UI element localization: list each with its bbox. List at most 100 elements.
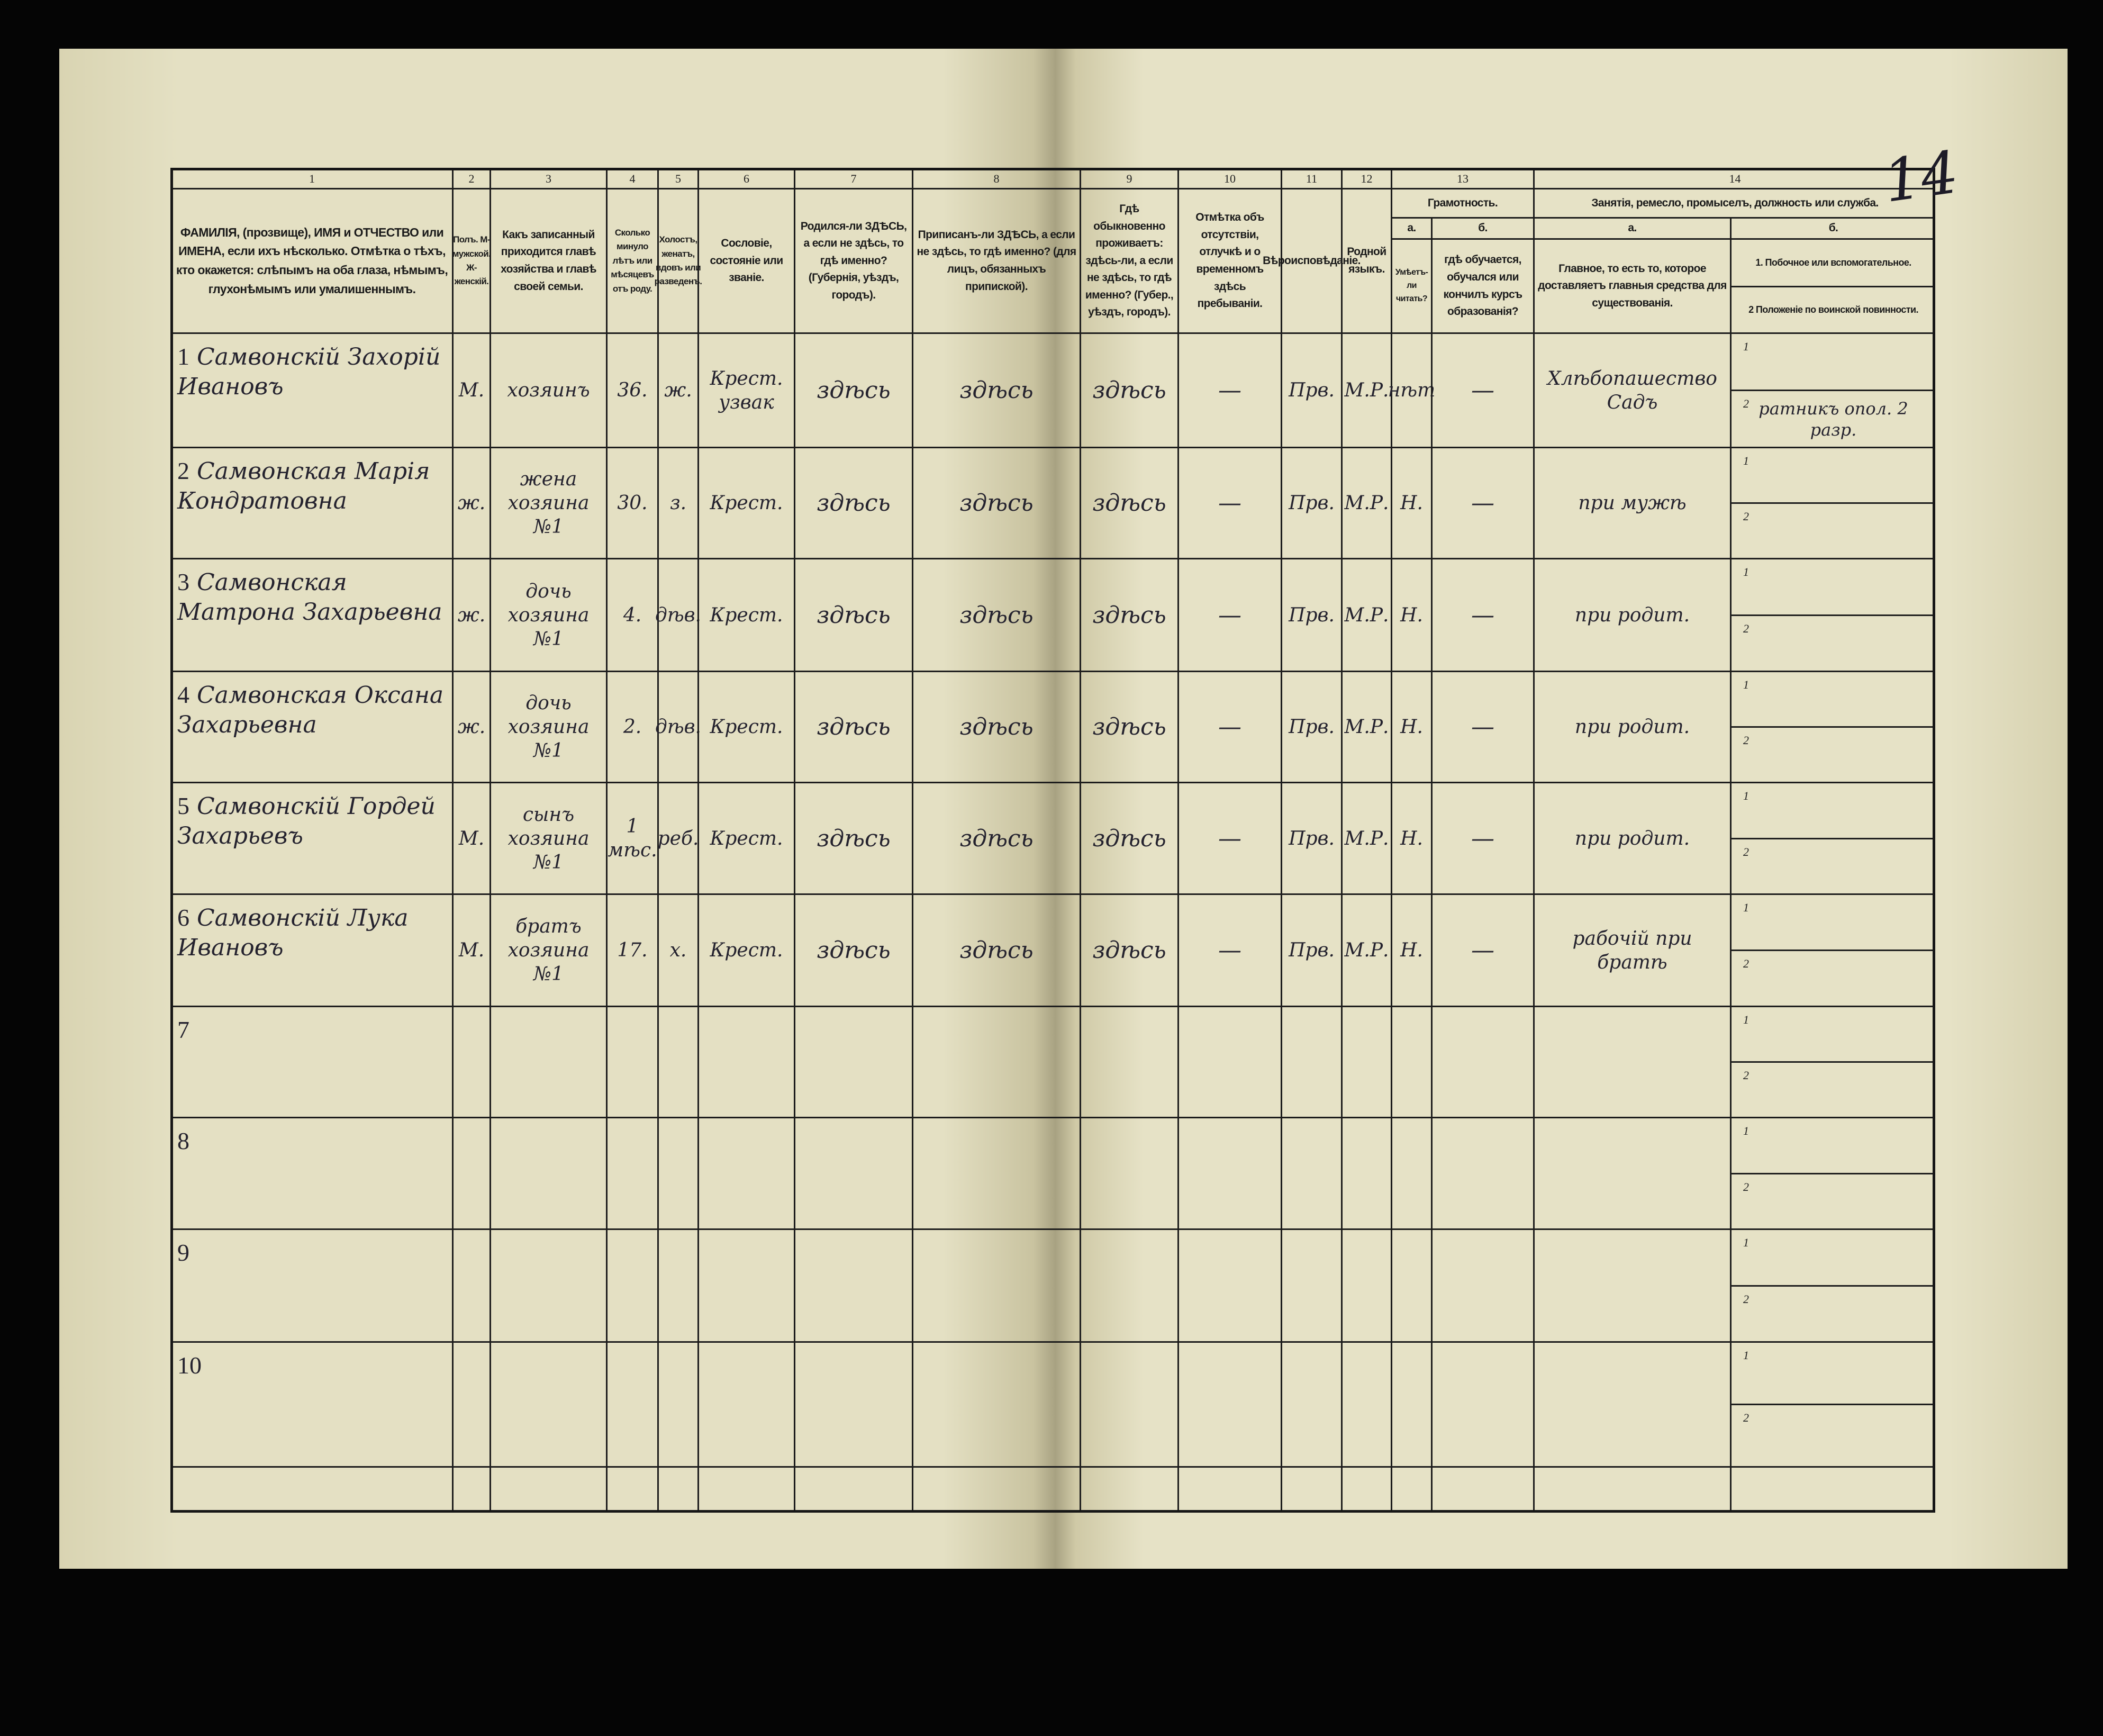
cell-relation: дочь хозяина №1	[490, 558, 606, 671]
blank-cell	[452, 1466, 490, 1513]
cell-reads: нѣт	[1388, 332, 1435, 447]
column-header: Полъ. М-мужской. Ж-женскій.	[452, 188, 491, 332]
occupation-b-label: б.	[1730, 217, 1935, 238]
cell-religion: Прв.	[1281, 782, 1341, 893]
cell-relation	[490, 1341, 606, 1466]
blank-cell	[657, 1466, 697, 1513]
cell-estate: Крест. узвак	[697, 332, 794, 447]
cell-born	[794, 1006, 912, 1117]
column-number: 14	[1533, 168, 1935, 188]
sub-row-label: 1	[1743, 565, 1749, 578]
cell-language: М.Р.	[1341, 671, 1391, 782]
cell-registered	[912, 1006, 1080, 1117]
cell-name: 5 Самвонскій Гордей Захарьевъ	[170, 782, 452, 893]
blank-cell	[794, 1466, 912, 1513]
cell-relation: жена хозяина №1	[490, 447, 606, 558]
person-name: Самвонская Оксана Захарьевна	[177, 682, 444, 738]
sub-row-label: 1	[1743, 340, 1749, 353]
cell-absence	[1177, 1341, 1281, 1466]
column-number: 6	[697, 168, 794, 188]
cell-born	[794, 1228, 912, 1341]
blank-cell	[170, 1466, 452, 1513]
column-number: 5	[657, 168, 697, 188]
handwritten-page-number: 14	[1879, 138, 1963, 216]
cell-absence: —	[1177, 332, 1281, 447]
cell-occ-b2: 2	[1730, 1285, 1935, 1341]
cell-education	[1431, 1117, 1533, 1228]
cell-education: —	[1431, 558, 1533, 671]
cell-age	[606, 1117, 657, 1228]
cell-language	[1341, 1117, 1391, 1228]
row-number: 6	[177, 904, 189, 931]
column-number: 10	[1177, 168, 1281, 188]
column-header: Родной языкъ.	[1341, 188, 1391, 332]
blank-cell	[1391, 1466, 1431, 1513]
cell-education	[1431, 1228, 1533, 1341]
cell-occ-b2: 2	[1730, 502, 1935, 558]
blank-cell	[1431, 1466, 1533, 1513]
cell-sex: М.	[452, 332, 490, 447]
cell-name: 9	[170, 1228, 452, 1341]
cell-age: 30.	[606, 447, 657, 558]
cell-occupation: Хлѣбопашество Садъ	[1533, 332, 1730, 447]
cell-language: М.Р.	[1341, 558, 1391, 671]
cell-age: 4.	[606, 558, 657, 671]
cell-occupation	[1533, 1341, 1730, 1466]
cell-occ-b1: 1	[1730, 332, 1935, 390]
column-header: ФАМИЛІЯ, (прозвище), ИМЯ и ОТЧЕСТВО или …	[170, 188, 452, 332]
cell-religion	[1281, 1006, 1341, 1117]
cell-registered	[912, 1117, 1080, 1228]
cell-relation: хозяинъ	[490, 332, 606, 447]
cell-born: здѣсь	[794, 671, 912, 782]
column-number: 7	[794, 168, 912, 188]
cell-language: М.Р.	[1341, 332, 1391, 447]
sub-row-label: 1	[1743, 1349, 1749, 1362]
blank-cell	[490, 1466, 606, 1513]
sub-row-label: 2	[1743, 1292, 1749, 1306]
literacy-a-header: Умѣетъ-ли читать?	[1391, 238, 1431, 332]
cell-education: —	[1431, 332, 1533, 447]
sub-row-label: 1	[1743, 454, 1749, 467]
cell-occ-b2: 2	[1730, 950, 1935, 1006]
cell-occ-b2: 2 ратникъ опол. 2 разр.	[1730, 390, 1935, 447]
cell-estate	[697, 1341, 794, 1466]
cell-relation	[490, 1228, 606, 1341]
occupation-b1-header: 1. Побочное или вспомогательное.	[1730, 238, 1935, 286]
cell-occ-b1: 1	[1730, 1228, 1935, 1285]
cell-estate	[697, 1006, 794, 1117]
occupation-a-label: а.	[1533, 217, 1730, 238]
cell-registered	[912, 1341, 1080, 1466]
blank-cell	[1177, 1466, 1281, 1513]
cell-reads: Н.	[1391, 671, 1431, 782]
row-number: 10	[177, 1352, 202, 1379]
sub-row-label: 1	[1743, 1236, 1749, 1249]
cell-estate	[697, 1228, 794, 1341]
cell-sex	[452, 1341, 490, 1466]
cell-name: 3 Самвонская Матрона Захарьевна	[170, 558, 452, 671]
cell-age	[606, 1341, 657, 1466]
column-header: Гдѣ обыкновенно проживаетъ: здѣсь-ли, а …	[1080, 188, 1177, 332]
cell-sex: ж.	[452, 671, 490, 782]
cell-occupation: рабочій при братѣ	[1533, 893, 1730, 1006]
blank-cell	[1730, 1466, 1935, 1513]
column-header: Какъ записанный приходится главѣ хозяйст…	[490, 188, 606, 332]
census-sheet-paper	[59, 49, 2068, 1569]
sub-row-label: 1	[1743, 789, 1749, 802]
cell-resides: здѣсь	[1080, 558, 1177, 671]
literacy-b-label: б.	[1431, 217, 1533, 238]
cell-religion: Прв.	[1281, 893, 1341, 1006]
cell-occ-b1: 1	[1730, 558, 1935, 614]
column-header: Отмѣтка объ отсутствіи, отлучкѣ и о врем…	[1177, 188, 1281, 332]
person-name: Самвонская Марія Кондратовна	[177, 458, 430, 514]
cell-relation	[490, 1117, 606, 1228]
cell-sex: М.	[452, 782, 490, 893]
row-number: 2	[177, 457, 189, 484]
cell-marital: ж.	[657, 332, 697, 447]
cell-registered: здѣсь	[912, 782, 1080, 893]
literacy-a-label: а.	[1391, 217, 1431, 238]
cell-resides: здѣсь	[1080, 893, 1177, 1006]
cell-sex: ж.	[452, 558, 490, 671]
cell-resides	[1080, 1117, 1177, 1228]
cell-education: —	[1431, 671, 1533, 782]
sub-row-label: 2	[1743, 397, 1749, 410]
